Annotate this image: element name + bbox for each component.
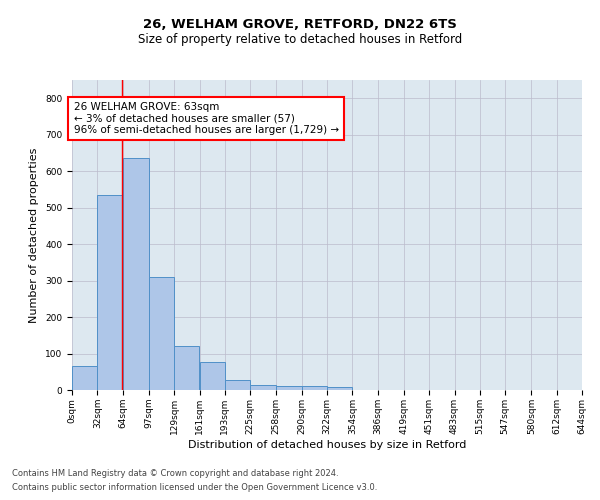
Text: 26, WELHAM GROVE, RETFORD, DN22 6TS: 26, WELHAM GROVE, RETFORD, DN22 6TS [143,18,457,30]
Bar [199,362,225,390]
Bar [122,158,149,390]
Bar [149,277,174,390]
Bar [327,387,352,390]
Text: Size of property relative to detached houses in Retford: Size of property relative to detached ho… [138,32,462,46]
Bar [97,195,122,390]
Bar [72,366,97,390]
Text: 26 WELHAM GROVE: 63sqm
← 3% of detached houses are smaller (57)
96% of semi-deta: 26 WELHAM GROVE: 63sqm ← 3% of detached … [74,102,339,135]
Text: Contains HM Land Registry data © Crown copyright and database right 2024.: Contains HM Land Registry data © Crown c… [12,468,338,477]
X-axis label: Distribution of detached houses by size in Retford: Distribution of detached houses by size … [188,440,466,450]
Bar [277,386,302,390]
Bar [174,346,199,390]
Bar [225,380,250,390]
Y-axis label: Number of detached properties: Number of detached properties [29,148,40,322]
Bar [302,386,327,390]
Text: Contains public sector information licensed under the Open Government Licence v3: Contains public sector information licen… [12,484,377,492]
Bar [250,384,277,390]
